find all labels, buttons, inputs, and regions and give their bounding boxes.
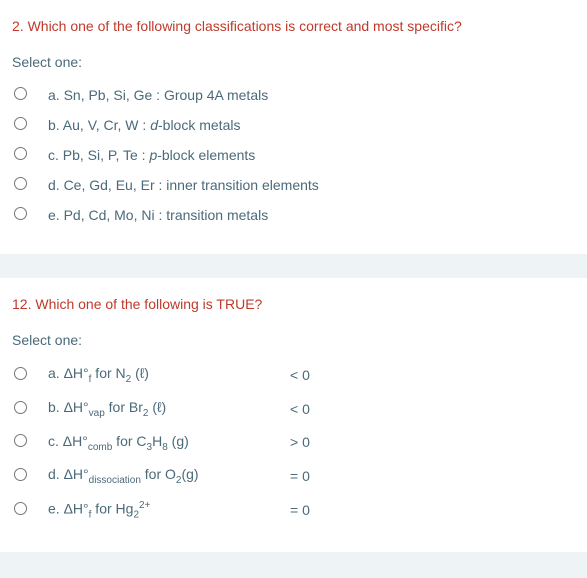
question-12-title: 12. Which one of the following is TRUE? [12,296,575,312]
option-radio[interactable] [14,401,27,414]
option-label[interactable]: a. Sn, Pb, Si, Ge : Group 4A metals [40,80,323,110]
radio-cell [12,80,40,110]
option-label[interactable]: b. Au, V, Cr, W : d-block metals [40,110,323,140]
question-12-options: a. ΔH°f for N2 (ℓ)< 0b. ΔH°vap for Br2 (… [12,358,314,528]
radio-cell [12,140,40,170]
select-one-label: Select one: [12,332,575,348]
option-row: c. Pb, Si, P, Te : p-block elements [12,140,323,170]
option-radio[interactable] [14,367,27,380]
option-value: > 0 [250,426,314,460]
option-row: b. Au, V, Cr, W : d-block metals [12,110,323,140]
radio-cell [12,170,40,200]
option-row: d. ΔH°dissociation for O2(g)= 0 [12,459,314,493]
option-radio[interactable] [14,177,27,190]
option-value: = 0 [250,459,314,493]
radio-cell [12,110,40,140]
option-label[interactable]: a. ΔH°f for N2 (ℓ) [40,358,250,392]
radio-cell [12,426,40,460]
option-radio[interactable] [14,434,27,447]
option-value: = 0 [250,493,314,527]
option-label[interactable]: d. Ce, Gd, Eu, Er : inner transition ele… [40,170,323,200]
select-one-label: Select one: [12,54,575,70]
option-row: b. ΔH°vap for Br2 (ℓ)< 0 [12,392,314,426]
option-value: < 0 [250,358,314,392]
option-row: a. Sn, Pb, Si, Ge : Group 4A metals [12,80,323,110]
question-12-block: 12. Which one of the following is TRUE? … [0,278,587,552]
question-2-block: 2. Which one of the following classifica… [0,0,587,254]
radio-cell [12,493,40,527]
option-radio[interactable] [14,207,27,220]
radio-cell [12,200,40,230]
option-label[interactable]: c. Pb, Si, P, Te : p-block elements [40,140,323,170]
question-2-title: 2. Which one of the following classifica… [12,18,575,34]
option-label[interactable]: e. ΔH°f for Hg22+ [40,493,250,527]
option-label[interactable]: b. ΔH°vap for Br2 (ℓ) [40,392,250,426]
option-radio[interactable] [14,468,27,481]
option-label[interactable]: d. ΔH°dissociation for O2(g) [40,459,250,493]
option-value: < 0 [250,392,314,426]
radio-cell [12,392,40,426]
option-row: a. ΔH°f for N2 (ℓ)< 0 [12,358,314,392]
option-radio[interactable] [14,87,27,100]
radio-cell [12,358,40,392]
option-radio[interactable] [14,502,27,515]
option-radio[interactable] [14,117,27,130]
option-label[interactable]: e. Pd, Cd, Mo, Ni : transition metals [40,200,323,230]
option-row: e. ΔH°f for Hg22+= 0 [12,493,314,527]
question-2-options: a. Sn, Pb, Si, Ge : Group 4A metalsb. Au… [12,80,323,230]
option-row: d. Ce, Gd, Eu, Er : inner transition ele… [12,170,323,200]
option-row: e. Pd, Cd, Mo, Ni : transition metals [12,200,323,230]
radio-cell [12,459,40,493]
option-radio[interactable] [14,147,27,160]
option-label[interactable]: c. ΔH°comb for C3H8 (g) [40,426,250,460]
option-row: c. ΔH°comb for C3H8 (g)> 0 [12,426,314,460]
